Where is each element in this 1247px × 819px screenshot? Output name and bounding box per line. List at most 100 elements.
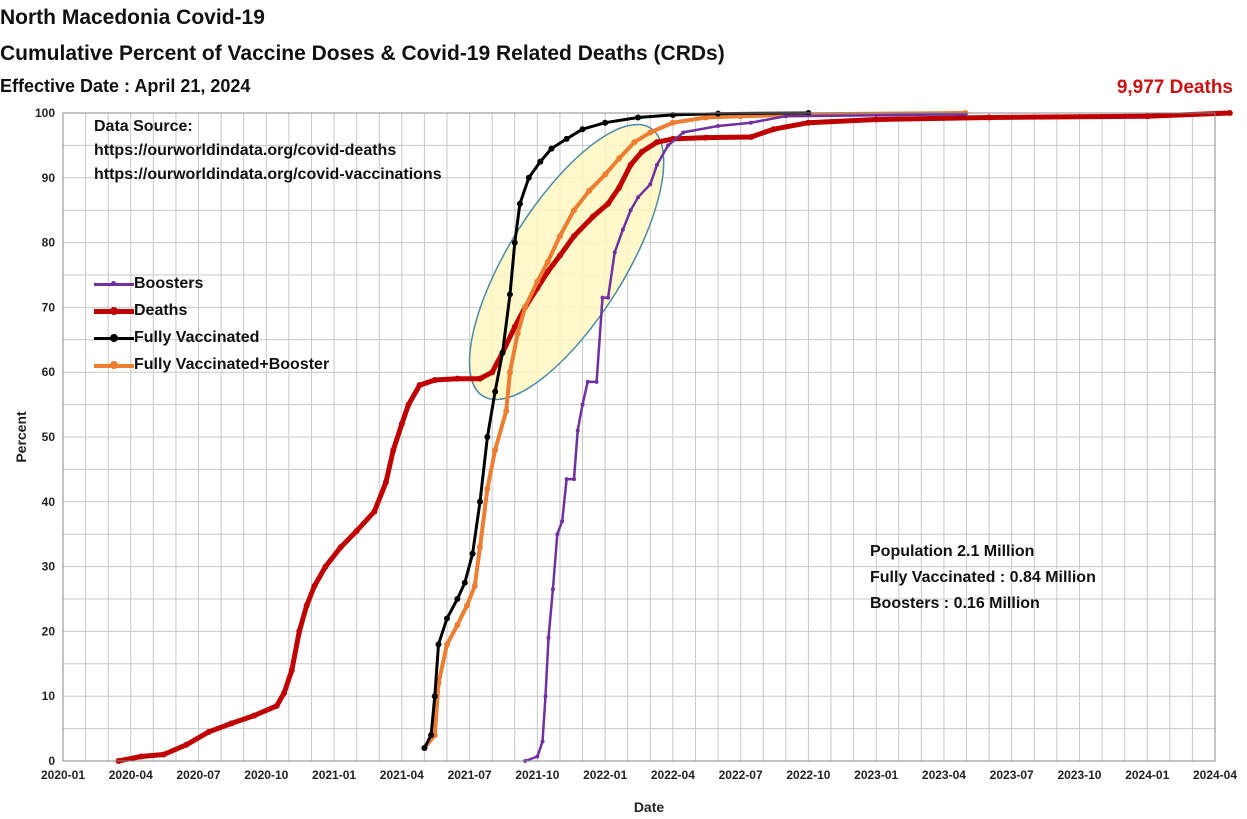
y-tick-label: 20: [42, 624, 56, 638]
data-point-fully-vaccinated-booster: [602, 171, 609, 178]
data-point-fully-vaccinated-booster: [454, 621, 461, 628]
series-layer: [115, 110, 1233, 764]
data-point-deaths: [405, 401, 412, 408]
data-point-fully-vaccinated-booster: [534, 278, 541, 285]
data-point-deaths: [1144, 113, 1151, 120]
data-point-deaths: [805, 119, 812, 126]
data-point-boosters: [560, 519, 565, 524]
data-point-deaths: [605, 200, 612, 207]
series-line-boosters: [524, 113, 966, 763]
data-point-boosters: [540, 739, 545, 744]
legend-item-boosters[interactable]: Boosters: [94, 270, 329, 297]
data-point-fully-vaccinated: [635, 114, 642, 121]
data-point-fully-vaccinated: [476, 498, 483, 505]
data-point-deaths: [454, 375, 461, 382]
x-axis-label: Date: [634, 799, 665, 815]
legend-item-deaths[interactable]: Deaths: [94, 297, 329, 324]
data-point-fully-vaccinated: [548, 145, 555, 152]
legend-swatch-deaths: [94, 306, 134, 315]
x-tick-label: 2022-10: [786, 768, 830, 782]
data-point-deaths: [303, 602, 310, 609]
x-tick-label: 2020-10: [244, 768, 288, 782]
x-tick-label: 2024-01: [1125, 768, 1169, 782]
data-point-boosters: [654, 162, 659, 167]
data-point-boosters: [555, 532, 560, 537]
data-source-url-deaths[interactable]: https://ourworldindata.org/covid-deaths: [94, 142, 397, 159]
x-tick-label: 2023-01: [854, 768, 898, 782]
axes: 0 10 20 30 40 50 60 70 80 90 100 2020-01 2020-04 2020…: [35, 106, 1237, 782]
data-point-deaths: [228, 720, 235, 727]
data-point-deaths: [183, 741, 190, 748]
series-line-fully-vaccinated-booster: [422, 111, 966, 750]
grid: [62, 112, 1216, 762]
data-point-deaths: [160, 751, 167, 758]
x-tick-label: 2024-04: [1193, 768, 1237, 782]
data-point-boosters: [575, 428, 580, 433]
data-source-box: Data Source: https://ourworldindata.org/…: [94, 115, 442, 187]
data-point-boosters: [543, 694, 548, 699]
y-tick-label: 60: [42, 365, 56, 379]
y-tick-label: 80: [42, 236, 56, 250]
x-tick-label: 2022-07: [719, 768, 763, 782]
data-point-fully-vaccinated: [492, 388, 499, 395]
data-point-deaths: [288, 667, 295, 674]
data-point-fully-vaccinated: [525, 174, 532, 181]
data-point-boosters: [666, 143, 671, 148]
data-point-boosters: [572, 477, 577, 482]
data-point-fully-vaccinated: [511, 239, 518, 246]
data-point-deaths: [337, 544, 344, 551]
data-point-boosters: [628, 208, 633, 213]
chart-title: North Macedonia Covid-19: [0, 6, 265, 29]
data-point-fully-vaccinated: [563, 135, 570, 142]
data-point-deaths: [398, 421, 405, 428]
data-point-deaths: [638, 148, 645, 155]
data-point-deaths: [371, 508, 378, 515]
data-point-fully-vaccinated-booster: [444, 641, 450, 648]
data-point-fully-vaccinated-booster: [586, 187, 593, 194]
x-tick-label: 2023-04: [922, 768, 966, 782]
data-point-fully-vaccinated: [469, 550, 476, 557]
data-point-boosters: [564, 477, 569, 482]
x-tick-label: 2022-04: [651, 768, 695, 782]
data-point-deaths: [589, 213, 596, 220]
data-point-deaths: [770, 126, 777, 133]
data-point-deaths: [138, 753, 145, 760]
data-point-deaths: [273, 702, 280, 709]
data-point-boosters: [594, 379, 599, 384]
y-tick-label: 10: [42, 689, 56, 703]
y-tick-label: 100: [35, 106, 55, 120]
plot-frame: [62, 112, 1216, 762]
data-point-fully-vaccinated-booster: [463, 602, 470, 609]
legend-item-fully-vaccinated-booster[interactable]: Fully Vaccinated+Booster: [94, 351, 329, 378]
data-point-fully-vaccinated: [435, 641, 442, 648]
data-point-boosters: [535, 754, 540, 759]
x-tick-label: 2023-07: [990, 768, 1034, 782]
data-point-deaths: [476, 375, 483, 382]
y-tick-label: 0: [48, 754, 55, 768]
fully-vaccinated-line: Fully Vaccinated : 0.84 Million: [870, 569, 1096, 586]
legend-label-fully-vaccinated-booster: Fully Vaccinated+Booster: [134, 355, 330, 373]
data-point-fully-vaccinated-booster: [669, 119, 676, 126]
data-point-fully-vaccinated-booster: [476, 544, 483, 551]
data-point-deaths: [616, 184, 623, 191]
data-point-deaths: [205, 728, 212, 735]
data-point-deaths: [556, 252, 563, 259]
data-point-deaths: [390, 446, 397, 453]
legend-item-fully-vaccinated[interactable]: Fully Vaccinated: [94, 324, 329, 351]
data-point-deaths: [382, 479, 389, 486]
data-point-deaths: [296, 628, 303, 635]
data-source-url-vaccinations[interactable]: https://ourworldindata.org/covid-vaccina…: [94, 166, 442, 183]
data-point-deaths: [353, 527, 360, 534]
data-point-boosters: [600, 295, 605, 300]
data-point-deaths: [544, 268, 551, 275]
data-point-boosters: [620, 227, 625, 232]
data-point-boosters: [612, 250, 617, 255]
chart-subtitle: Cumulative Percent of Vaccine Doses & Co…: [0, 42, 725, 65]
data-point-deaths: [431, 376, 438, 383]
data-point-deaths: [322, 563, 329, 570]
y-tick-label: 70: [42, 300, 56, 314]
x-tick-label: 2021-10: [515, 768, 559, 782]
data-point-boosters: [749, 120, 754, 125]
data-point-boosters: [716, 123, 721, 128]
